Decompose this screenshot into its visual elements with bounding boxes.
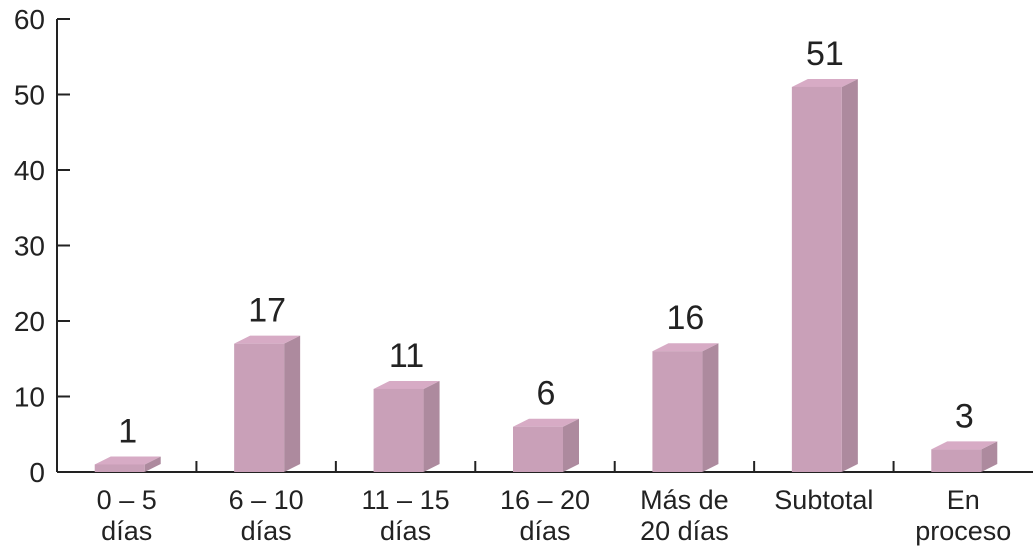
value-label: 51 [806, 35, 844, 73]
y-tick-label: 0 [29, 457, 45, 488]
bar-top [791, 78, 858, 87]
value-label: 6 [537, 375, 556, 413]
value-label: 3 [955, 397, 974, 435]
bar [791, 86, 842, 472]
bar-side [981, 441, 998, 472]
bar-side [284, 335, 301, 472]
x-tick-label: 6 – 10 días [228, 485, 304, 546]
x-tick-label: Más de 20 días [640, 485, 729, 546]
bar [373, 388, 424, 472]
bar-top [94, 456, 161, 465]
bar [931, 449, 982, 472]
bar-top [513, 418, 579, 427]
bar-top [931, 441, 998, 450]
y-tick-label: 50 [14, 80, 45, 111]
value-label: 17 [248, 292, 286, 330]
bar-side [841, 78, 858, 472]
bar-top [234, 335, 301, 344]
y-tick-label: 30 [14, 231, 45, 262]
bar-side [702, 343, 719, 472]
y-tick-label: 10 [14, 382, 45, 413]
bar-side [563, 418, 579, 472]
x-tick-label: 0 – 5 días [96, 485, 157, 546]
bar [234, 343, 285, 472]
bar-side [423, 380, 440, 472]
bar [513, 426, 563, 472]
x-tick-label: 11 – 15 días [361, 485, 450, 546]
y-tick-label: 20 [14, 306, 45, 337]
x-tick-label: En proceso [915, 485, 1012, 546]
y-tick-label: 40 [14, 155, 45, 186]
bar [652, 351, 703, 472]
x-tick-label: Subtotal [774, 485, 874, 515]
y-tick-label: 60 [14, 4, 45, 35]
bar-top [652, 343, 719, 352]
value-label: 1 [118, 412, 137, 450]
value-label: 16 [667, 299, 705, 337]
bar [94, 464, 145, 472]
x-tick-label: 16 – 20 días [499, 485, 591, 546]
bar-side [144, 456, 161, 472]
value-label: 11 [389, 337, 424, 375]
bar-top [373, 380, 440, 389]
